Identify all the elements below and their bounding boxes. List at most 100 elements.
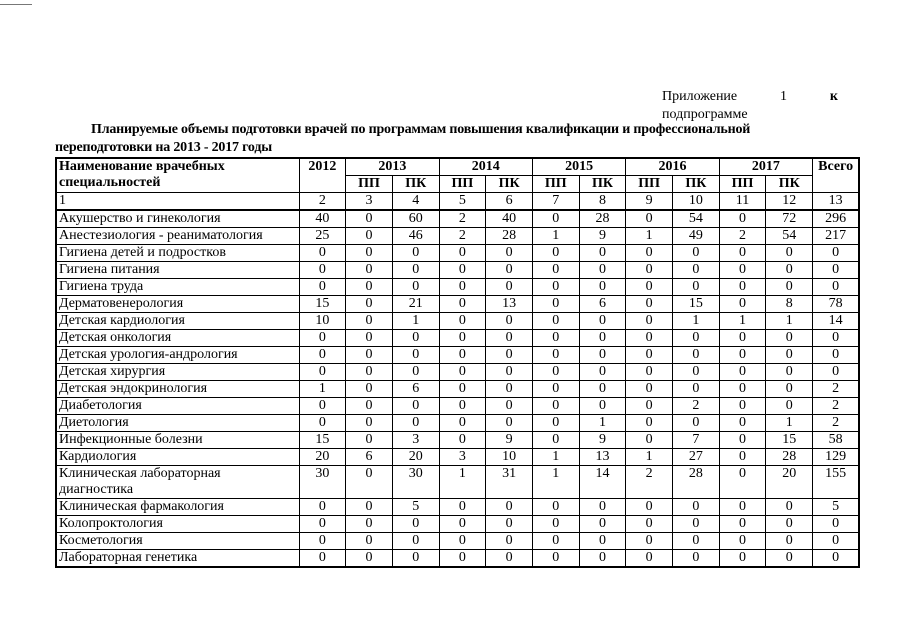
value-cell: 0 — [391, 549, 440, 568]
value-cell: 0 — [531, 209, 580, 228]
value-cell: 2 — [438, 227, 487, 245]
specialty-name: Гигиена питания — [55, 261, 300, 279]
column-number: 3 — [345, 192, 393, 211]
specialty-name: Клиническая лабораторная диагностика — [55, 465, 300, 499]
header-pp: ПП — [625, 175, 673, 193]
specialty-name: Анестезиология - реаниматология — [55, 227, 300, 245]
value-cell: 28 — [672, 465, 720, 499]
value-cell: 0 — [531, 278, 580, 296]
value-cell: 0 — [438, 532, 487, 550]
value-cell: 3 — [438, 448, 487, 466]
value-cell: 0 — [672, 549, 720, 568]
table-row: Детская хирургия 0 0 0 0 0 0 0 0 0 0 0 0 — [55, 363, 860, 381]
value-cell: 0 — [765, 515, 814, 533]
value-cell: 0 — [765, 346, 814, 364]
value-cell: 0 — [345, 261, 393, 279]
specialty-name: Клиническая фармакология — [55, 498, 300, 516]
specialty-name: Косметология — [55, 532, 300, 550]
value-cell: 0 — [438, 346, 487, 364]
table-row: Диетология 0 0 0 0 0 0 1 0 0 0 1 2 — [55, 414, 860, 432]
value-cell: 0 — [485, 414, 533, 432]
value-cell: 0 — [485, 532, 533, 550]
value-cell: 0 — [438, 549, 487, 568]
total-cell: 78 — [812, 295, 860, 313]
value-cell: 1 — [672, 312, 720, 330]
value-cell: 10 — [298, 312, 347, 330]
value-cell: 0 — [485, 261, 533, 279]
value-cell: 0 — [672, 515, 720, 533]
specialty-name: Детская кардиология — [55, 312, 300, 330]
value-cell: 6 — [391, 380, 440, 398]
value-cell: 0 — [391, 363, 440, 381]
value-cell: 15 — [298, 431, 347, 449]
value-cell: 0 — [345, 515, 393, 533]
value-cell: 0 — [765, 244, 814, 262]
value-cell: 0 — [298, 261, 347, 279]
value-cell: 0 — [531, 346, 580, 364]
value-cell: 0 — [298, 532, 347, 550]
value-cell: 0 — [531, 244, 580, 262]
value-cell: 28 — [765, 448, 814, 466]
value-cell: 0 — [531, 295, 580, 313]
table-row: Акушерство и гинекология 40 0 60 2 40 0 28 0 54 0 7… — [55, 209, 860, 228]
column-number: 1 — [55, 192, 300, 211]
value-cell: 0 — [718, 244, 767, 262]
value-cell: 0 — [345, 414, 393, 432]
table-row: Клиническая лабораторная диагностика 30 0 3… — [55, 465, 860, 499]
value-cell: 0 — [625, 414, 673, 432]
value-cell: 0 — [578, 312, 627, 330]
value-cell: 0 — [438, 295, 487, 313]
value-cell: 0 — [718, 295, 767, 313]
value-cell: 9 — [485, 431, 533, 449]
header-total: Всего — [812, 157, 860, 193]
value-cell: 0 — [718, 380, 767, 398]
header-pp: ПП — [345, 175, 393, 193]
value-cell: 1 — [765, 312, 814, 330]
value-cell: 0 — [765, 397, 814, 415]
value-cell: 0 — [485, 363, 533, 381]
value-cell: 0 — [765, 532, 814, 550]
value-cell: 31 — [485, 465, 533, 499]
table-row: Детская онкология 0 0 0 0 0 0 0 0 0 0 0 0 — [55, 329, 860, 347]
value-cell: 14 — [578, 465, 627, 499]
value-cell: 0 — [765, 329, 814, 347]
value-cell: 30 — [391, 465, 440, 499]
value-cell: 0 — [625, 549, 673, 568]
value-cell: 0 — [718, 278, 767, 296]
total-cell: 2 — [812, 380, 860, 398]
table-row: Гигиена труда 0 0 0 0 0 0 0 0 0 0 0 0 — [55, 278, 860, 296]
value-cell: 5 — [391, 498, 440, 516]
value-cell: 0 — [298, 278, 347, 296]
value-cell: 0 — [531, 329, 580, 347]
header-pk: ПК — [765, 175, 814, 193]
column-number: 12 — [765, 192, 814, 211]
value-cell: 0 — [485, 278, 533, 296]
value-cell: 40 — [485, 209, 533, 228]
table-row: Гигиена питания 0 0 0 0 0 0 0 0 0 0 0 0 — [55, 261, 860, 279]
value-cell: 0 — [672, 363, 720, 381]
total-cell: 0 — [812, 329, 860, 347]
value-cell: 13 — [485, 295, 533, 313]
column-number: 2 — [298, 192, 347, 211]
value-cell: 0 — [438, 431, 487, 449]
value-cell: 8 — [765, 295, 814, 313]
header-pk: ПК — [672, 175, 720, 193]
value-cell: 0 — [345, 380, 393, 398]
value-cell: 0 — [438, 312, 487, 330]
specialty-name: Детская хирургия — [55, 363, 300, 381]
value-cell: 0 — [485, 346, 533, 364]
specialty-name: Детская онкология — [55, 329, 300, 347]
column-number: 9 — [625, 192, 673, 211]
specialty-name: Инфекционные болезни — [55, 431, 300, 449]
value-cell: 0 — [578, 397, 627, 415]
value-cell: 0 — [485, 312, 533, 330]
title-text: Планируемые объемы подготовки врачей по … — [55, 122, 751, 155]
value-cell: 0 — [672, 244, 720, 262]
value-cell: 6 — [345, 448, 393, 466]
value-cell: 0 — [531, 515, 580, 533]
value-cell: 0 — [625, 498, 673, 516]
value-cell: 0 — [345, 397, 393, 415]
total-cell: 2 — [812, 414, 860, 432]
value-cell: 0 — [578, 380, 627, 398]
value-cell: 0 — [438, 363, 487, 381]
